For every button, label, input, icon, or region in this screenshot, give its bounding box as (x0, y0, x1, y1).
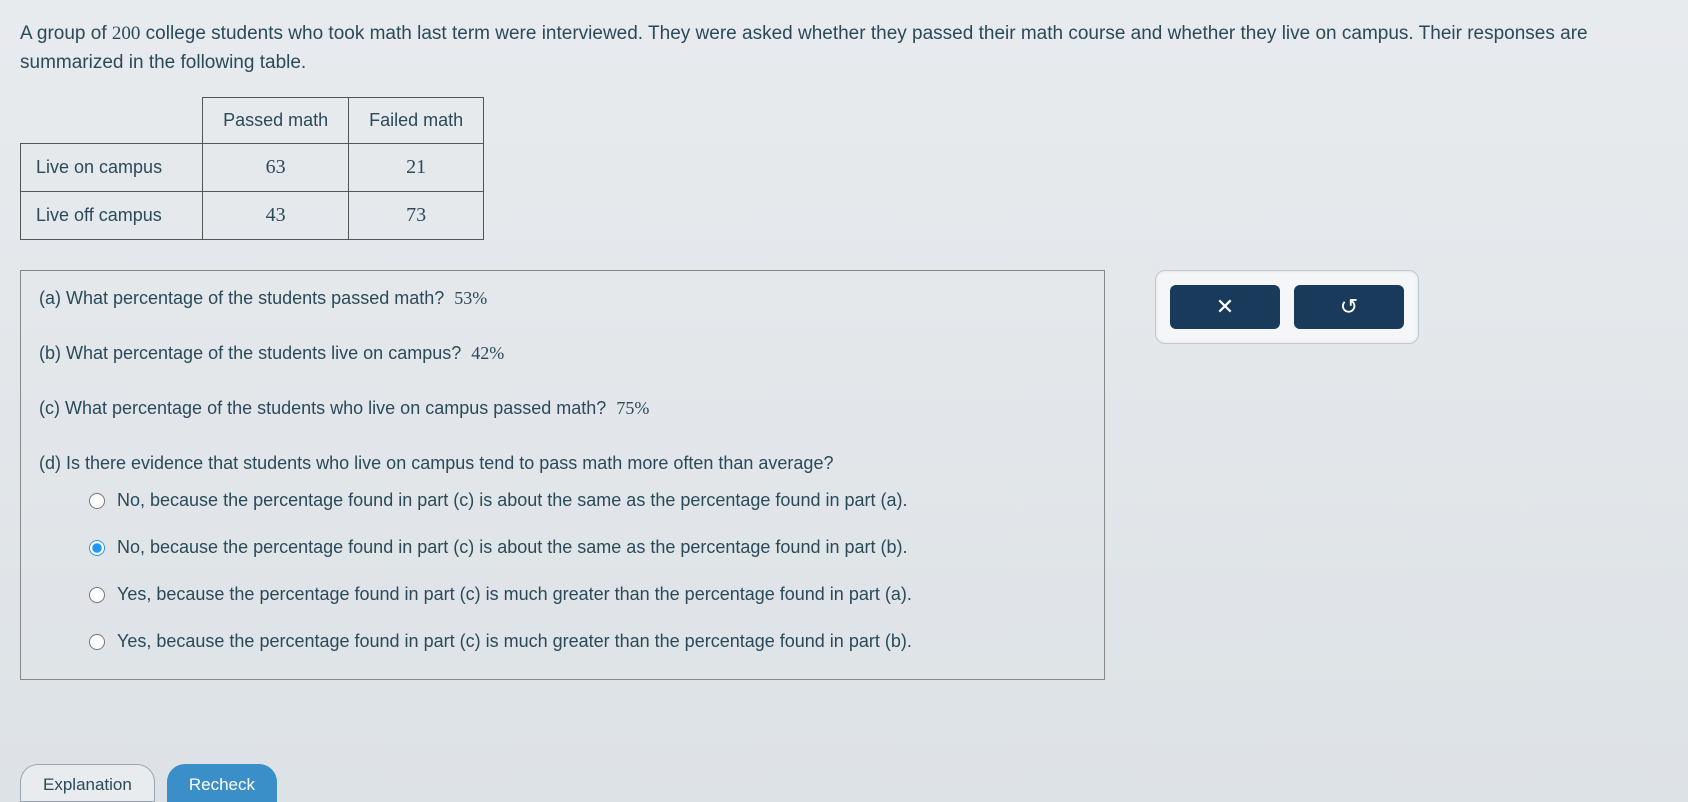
cell-on-passed: 63 (203, 144, 349, 192)
radio-label-0: No, because the percentage found in part… (117, 487, 908, 514)
radio-label-2: Yes, because the percentage found in par… (117, 581, 912, 608)
question-c-answer: 75% (616, 398, 649, 418)
close-button[interactable]: ✕ (1170, 285, 1280, 329)
question-box: (a) What percentage of the students pass… (20, 270, 1105, 680)
radio-input-1[interactable] (89, 540, 105, 556)
problem-text-1: A group of (20, 23, 112, 44)
row-header-offcampus: Live off campus (21, 192, 203, 240)
cell-off-passed: 43 (203, 192, 349, 240)
question-d-label: (d) Is there evidence that students who … (39, 453, 833, 473)
question-c: (c) What percentage of the students who … (21, 381, 1104, 436)
bottom-buttons: Explanation Recheck (20, 764, 277, 802)
problem-statement: A group of 200 college students who took… (20, 20, 1668, 77)
reset-icon: ↺ (1340, 294, 1358, 320)
radio-option-2[interactable]: Yes, because the percentage found in par… (89, 571, 1086, 618)
cell-on-failed: 21 (349, 144, 484, 192)
col-header-failed: Failed math (349, 98, 484, 144)
recheck-button[interactable]: Recheck (167, 764, 277, 802)
col-header-passed: Passed math (203, 98, 349, 144)
reset-button[interactable]: ↺ (1294, 285, 1404, 329)
question-b-label: (b) What percentage of the students live… (39, 343, 461, 363)
sample-size: 200 (112, 23, 141, 44)
radio-input-2[interactable] (89, 587, 105, 603)
radio-option-0[interactable]: No, because the percentage found in part… (89, 477, 1086, 524)
question-a: (a) What percentage of the students pass… (21, 271, 1104, 326)
row-header-oncampus: Live on campus (21, 144, 203, 192)
radio-input-0[interactable] (89, 493, 105, 509)
table-corner (21, 98, 203, 144)
radio-label-1: No, because the percentage found in part… (117, 534, 908, 561)
question-d: (d) Is there evidence that students who … (21, 436, 1104, 679)
radio-label-3: Yes, because the percentage found in par… (117, 628, 912, 655)
question-b-answer: 42% (471, 343, 504, 363)
cell-off-failed: 73 (349, 192, 484, 240)
problem-text-2: college students who took math last term… (20, 23, 1588, 73)
question-a-label: (a) What percentage of the students pass… (39, 288, 444, 308)
data-table: Passed math Failed math Live on campus 6… (20, 97, 484, 240)
side-panel: ✕ ↺ (1155, 270, 1419, 344)
question-b: (b) What percentage of the students live… (21, 326, 1104, 381)
radio-input-3[interactable] (89, 634, 105, 650)
radio-group-d: No, because the percentage found in part… (39, 477, 1086, 665)
close-icon: ✕ (1216, 294, 1234, 320)
question-c-label: (c) What percentage of the students who … (39, 398, 606, 418)
question-a-answer: 53% (454, 288, 487, 308)
radio-option-3[interactable]: Yes, because the percentage found in par… (89, 618, 1086, 665)
explanation-button[interactable]: Explanation (20, 764, 155, 802)
radio-option-1[interactable]: No, because the percentage found in part… (89, 524, 1086, 571)
